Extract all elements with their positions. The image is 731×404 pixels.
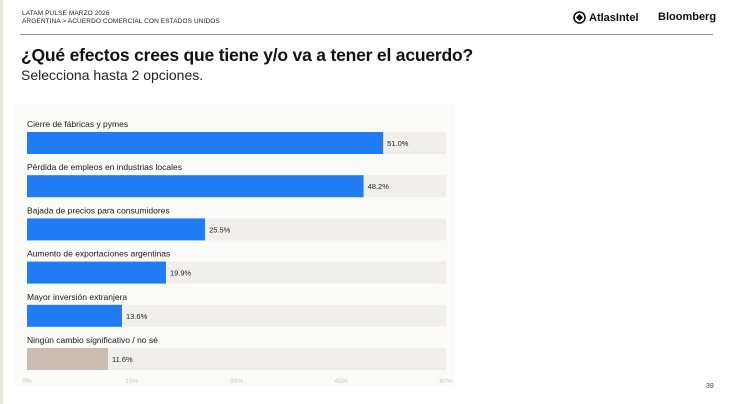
category-label: Cierre de fábricas y pymes xyxy=(27,119,128,129)
atlasintel-wordmark: AtlasIntel xyxy=(589,11,639,24)
category-label: Mayor inversión extranjera xyxy=(27,292,127,302)
bloomberg-logo: Bloomberg xyxy=(658,11,717,23)
atlasintel-mark-icon xyxy=(573,11,586,24)
category-label: Aumento de exportaciones argentinas xyxy=(27,249,170,259)
header-divider xyxy=(20,34,713,35)
x-tick-label: 15% xyxy=(125,378,138,385)
bar xyxy=(27,304,122,327)
value-label: 25.5% xyxy=(209,225,231,234)
question-subtitle: Selecciona hasta 2 opciones. xyxy=(21,67,204,83)
value-label: 19.9% xyxy=(170,269,192,278)
breadcrumb: ARGENTINA > ACUERDO COMERCIAL CON ESTADO… xyxy=(22,18,220,25)
question-title: ¿Qué efectos crees que tiene y/o va a te… xyxy=(21,45,473,65)
bar xyxy=(27,175,364,198)
bar-track xyxy=(27,304,446,327)
report-header: LATAM PULSE MARZO 2026 ARGENTINA > ACUER… xyxy=(22,10,220,26)
category-label: Pérdida de empleos en industrias locales xyxy=(27,162,182,172)
category-label: Bajada de precios para consumidores xyxy=(27,205,170,215)
bar xyxy=(27,132,384,154)
atlasintel-logo: AtlasIntel xyxy=(573,11,639,24)
bar xyxy=(27,261,166,284)
value-label: 48.2% xyxy=(368,182,390,191)
bar-track xyxy=(27,348,446,370)
category-label: Ningún cambio significativo / no sé xyxy=(27,335,158,345)
bar xyxy=(27,348,109,370)
x-tick-label: 45% xyxy=(335,378,348,385)
report-title: LATAM PULSE MARZO 2026 xyxy=(22,10,110,17)
value-label: 11.6% xyxy=(112,355,133,364)
value-label: 13.6% xyxy=(126,312,148,321)
x-tick-label: 0% xyxy=(22,378,32,385)
value-label: 51.0% xyxy=(387,139,409,148)
x-tick-label: 60% xyxy=(439,378,452,385)
x-tick-label: 30% xyxy=(230,378,243,385)
left-edge-rule xyxy=(0,0,3,404)
bar xyxy=(27,218,206,241)
page-number: 39 xyxy=(706,383,714,390)
